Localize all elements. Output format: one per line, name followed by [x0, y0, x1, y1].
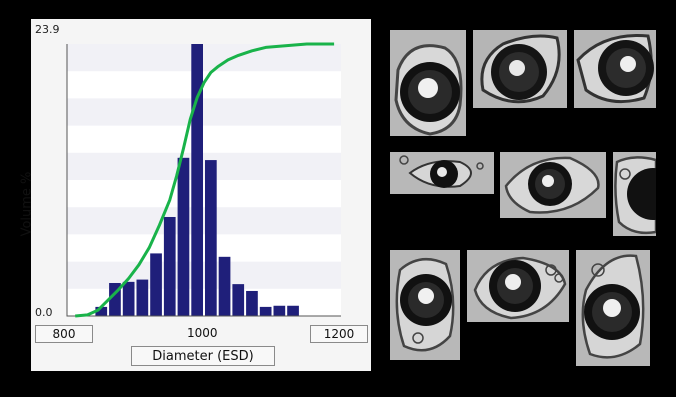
droplet-image — [467, 250, 569, 322]
histogram-bar — [109, 282, 121, 316]
droplet-image — [574, 30, 656, 108]
droplet-image — [613, 152, 656, 236]
droplet-thumbnail-9[interactable] — [576, 250, 650, 366]
x-max-box[interactable]: 1200 — [310, 325, 368, 343]
droplet-thumbnail-5[interactable] — [500, 152, 606, 218]
histogram-bar — [273, 305, 286, 316]
grid-band — [67, 44, 341, 72]
y-tick-bottom: 0.0 — [35, 306, 53, 319]
droplet-image — [390, 152, 494, 194]
histogram-bar — [205, 160, 217, 316]
y-axis-label: Volume % — [19, 171, 35, 237]
histogram-bar — [177, 157, 190, 316]
axis-lines — [66, 44, 341, 317]
histogram-panel: 23.9 0.0 Volume % 800 1000 1200 Diameter… — [20, 19, 371, 371]
x-axis-label-box: Diameter (ESD) — [131, 346, 275, 366]
histogram-bar — [150, 253, 162, 316]
droplet-thumbnail-8[interactable] — [467, 250, 569, 322]
droplet-thumbnail-4[interactable] — [390, 152, 494, 194]
droplet-thumbnail-6[interactable] — [613, 152, 656, 236]
droplet-thumbnail-2[interactable] — [473, 30, 567, 108]
histogram-bar — [259, 306, 272, 316]
droplet-image — [500, 152, 606, 218]
droplet-thumbnail-3[interactable] — [574, 30, 656, 108]
y-tick-top: 23.9 — [35, 23, 60, 36]
x-tick-mid: 1000 — [187, 326, 218, 340]
histogram-bar — [163, 216, 176, 316]
droplet-image — [473, 30, 567, 108]
histogram-bar — [136, 279, 149, 316]
histogram-bar — [191, 44, 203, 316]
grid-band — [67, 207, 341, 235]
histogram-bar — [232, 284, 245, 316]
droplet-thumbnail-7[interactable] — [390, 250, 460, 360]
droplet-thumbnail-1[interactable] — [390, 30, 466, 136]
droplet-image — [576, 250, 650, 366]
histogram-bar — [122, 281, 135, 316]
droplet-image — [390, 30, 466, 136]
droplet-image — [390, 250, 460, 360]
histogram-bar — [95, 306, 108, 316]
histogram-bar — [287, 305, 299, 316]
histogram-bar — [218, 256, 231, 316]
grid-band — [67, 261, 341, 289]
histogram-bar — [246, 290, 258, 316]
grid-band — [67, 152, 341, 180]
x-min-box[interactable]: 800 — [35, 325, 93, 343]
histogram-chart — [66, 42, 341, 318]
grid-band — [67, 98, 341, 126]
cumulative-line — [75, 42, 335, 318]
